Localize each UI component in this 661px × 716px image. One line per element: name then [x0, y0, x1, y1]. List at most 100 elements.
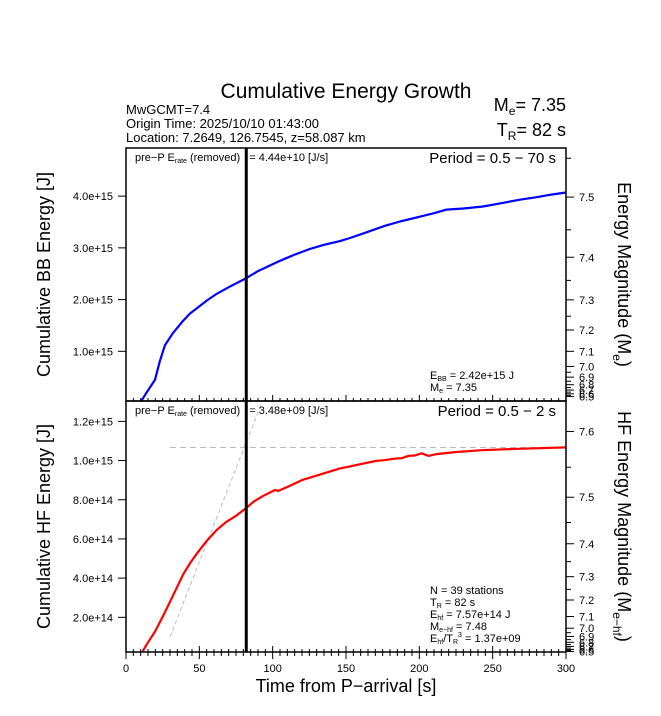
right-tick-label-bb: 6.6 [579, 389, 594, 401]
series-line-hf [141, 446, 566, 652]
annotation-main: N = 39 stations [430, 585, 504, 597]
header-tr-sub: R [508, 129, 517, 143]
right-tick-label-hf: 6.8 [579, 637, 594, 649]
right-tick-label-hf: 7.4 [579, 539, 594, 551]
right-axis-title-text: HF Energy Magnitude (M [614, 411, 634, 612]
annotation-rest: = 7.35 [443, 382, 477, 394]
prep-sub: rate [175, 411, 187, 418]
annotation-main: T [430, 597, 437, 609]
header-line-origin-time: Origin Time: 2025/10/10 01:43:00 [126, 116, 319, 131]
annotation-main: E [430, 370, 437, 382]
annotation-rest: /T [443, 633, 453, 645]
annotation-main: E [430, 633, 437, 645]
prep-rate-label-hf: pre−P Erate (removed) [135, 405, 240, 418]
annotation-sub: R [437, 603, 442, 610]
y-tick-label-hf: 6.0e+14 [73, 534, 113, 546]
y-tick-label-bb: 4.0e+15 [73, 191, 113, 203]
header-tr: TR= 82 s [497, 120, 566, 143]
right-tick-label-bb: 7.4 [579, 252, 594, 264]
annotation-rest2: = 1.37e+09 [462, 633, 521, 645]
chart-title: Cumulative Energy Growth [221, 80, 472, 103]
x-tick-label: 50 [193, 663, 205, 675]
annotation-line-bb: EBB = 2.42e+15 J [430, 370, 514, 383]
right-tick-label-hf: 6.5 [579, 646, 594, 658]
prep-label: pre−P E [135, 152, 175, 164]
x-axis-title: Time from P−arrival [s] [256, 676, 437, 696]
y-tick-label-bb: 2.0e+15 [73, 295, 113, 307]
header-me-symbol: M [494, 95, 509, 115]
annotation-rest: = 82 s [442, 597, 476, 609]
right-tick-label-hf: 6.7 [579, 641, 594, 653]
header-me-value: = 7.35 [515, 95, 566, 115]
right-axis-title-end: ) [614, 361, 634, 367]
y-tick-label-hf: 1.0e+15 [73, 456, 113, 468]
header-me-sub: e [509, 104, 516, 118]
period-label-bb: Period = 0.5 − 70 s [429, 150, 556, 167]
annotation-sub: e [439, 388, 443, 395]
header-line-event: MwGCMT=7.4 [126, 102, 210, 117]
right-tick-label-bb: 7.0 [579, 361, 594, 373]
x-tick-label: 100 [263, 663, 281, 675]
annotation-line-hf: Ehf = 7.57e+14 J [430, 609, 510, 622]
prep-rate-value-hf: = 3.48e+09 [J/s] [249, 405, 328, 417]
annotation-sup2: 3 [458, 632, 462, 639]
y-tick-label-bb: 1.0e+15 [73, 346, 113, 358]
right-tick-label-bb: 7.1 [579, 346, 594, 358]
annotation-rest: = 7.57e+14 J [443, 609, 510, 621]
right-tick-label-hf: 7.1 [579, 612, 594, 624]
y-tick-label-hf: 4.0e+14 [73, 573, 113, 585]
x-tick-label: 0 [123, 663, 129, 675]
header-tr-value: = 82 s [516, 120, 566, 140]
annotation-line-hf: Ehf/TR3 = 1.37e+09 [430, 632, 521, 646]
panels: 1.0e+15 2.0e+15 3.0e+15 4.0e+15 Cumulative B… [34, 147, 634, 658]
prep-mid: (removed) [187, 405, 240, 417]
panel-bb: 1.0e+15 2.0e+15 3.0e+15 4.0e+15 Cumulative B… [34, 147, 634, 404]
annotation-rest: = 2.42e+15 J [447, 370, 514, 382]
annotation-sub: BB [437, 376, 447, 383]
annotation-sub2: R [453, 639, 458, 646]
right-axis-title-bb: Energy Magnitude (Me) [610, 182, 634, 367]
reference-line-initial-slope [169, 401, 263, 638]
panel-frame-bb [125, 147, 567, 402]
x-tick-label: 200 [410, 663, 428, 675]
right-tick-label-hf: 7.6 [579, 427, 594, 439]
y-axis-title-bb: Cumulative BB Energy [J] [34, 172, 54, 377]
right-tick-label-hf: 6.6 [579, 644, 594, 656]
annotation-sub: hf [437, 615, 443, 622]
right-axis-title-sub: e [610, 354, 624, 361]
right-tick-label-bb: 6.9 [579, 372, 594, 384]
right-tick-label-hf: 7.3 [579, 572, 594, 584]
right-tick-label-hf: 7.5 [579, 492, 594, 504]
y-tick-label-hf: 8.0e+14 [73, 495, 113, 507]
header-me: Me= 7.35 [494, 95, 566, 118]
right-tick-label-bb: 7.5 [579, 192, 594, 204]
x-axis: 0 50 100 150 200 250 300 [123, 652, 575, 675]
prep-rate-value-bb: = 4.44e+10 [J/s] [249, 152, 328, 164]
prep-sub: rate [175, 158, 187, 165]
annotation-line-hf: N = 39 stations [430, 585, 504, 597]
annotation-sub: e−hf [439, 627, 453, 634]
panel-hf: 2.0e+14 4.0e+14 6.0e+14 8.0e+14 1.0e+15 1.2e+… [34, 400, 634, 658]
right-tick-label-bb: 7.2 [579, 325, 594, 337]
annotation-main: E [430, 609, 437, 621]
right-tick-label-hf: 6.9 [579, 631, 594, 643]
header-tr-symbol: T [497, 120, 508, 140]
x-tick-label: 300 [557, 663, 575, 675]
y-tick-label-bb: 3.0e+15 [73, 243, 113, 255]
annotation-rest: = 7.48 [453, 621, 487, 633]
right-tick-label-hf: 7.2 [579, 595, 594, 607]
y-axis-title-hf: Cumulative HF Energy [J] [34, 424, 54, 629]
period-label-hf: Period = 0.5 − 2 s [438, 403, 556, 420]
right-axis-title-text: Energy Magnitude (M [614, 182, 634, 354]
right-tick-label-bb: 6.7 [579, 385, 594, 397]
prep-rate-label-bb: pre−P Erate (removed) [135, 152, 240, 165]
annotation-line-hf: Me−hf = 7.48 [430, 621, 487, 634]
annotation-line-bb: Me = 7.35 [430, 382, 477, 395]
header-line-location: Location: 7.2649, 126.7545, z=58.087 km [126, 130, 366, 145]
y-tick-label-hf: 2.0e+14 [73, 612, 113, 624]
annotation-sub: hf [437, 639, 443, 646]
annotation-line-hf: TR = 82 s [430, 597, 476, 610]
prep-label: pre−P E [135, 405, 175, 417]
series-line-bb [139, 191, 566, 401]
